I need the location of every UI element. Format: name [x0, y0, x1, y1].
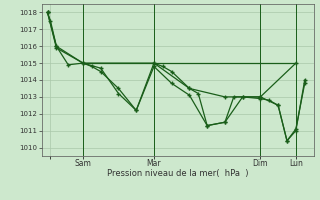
X-axis label: Pression niveau de la mer(  hPa  ): Pression niveau de la mer( hPa ): [107, 169, 248, 178]
